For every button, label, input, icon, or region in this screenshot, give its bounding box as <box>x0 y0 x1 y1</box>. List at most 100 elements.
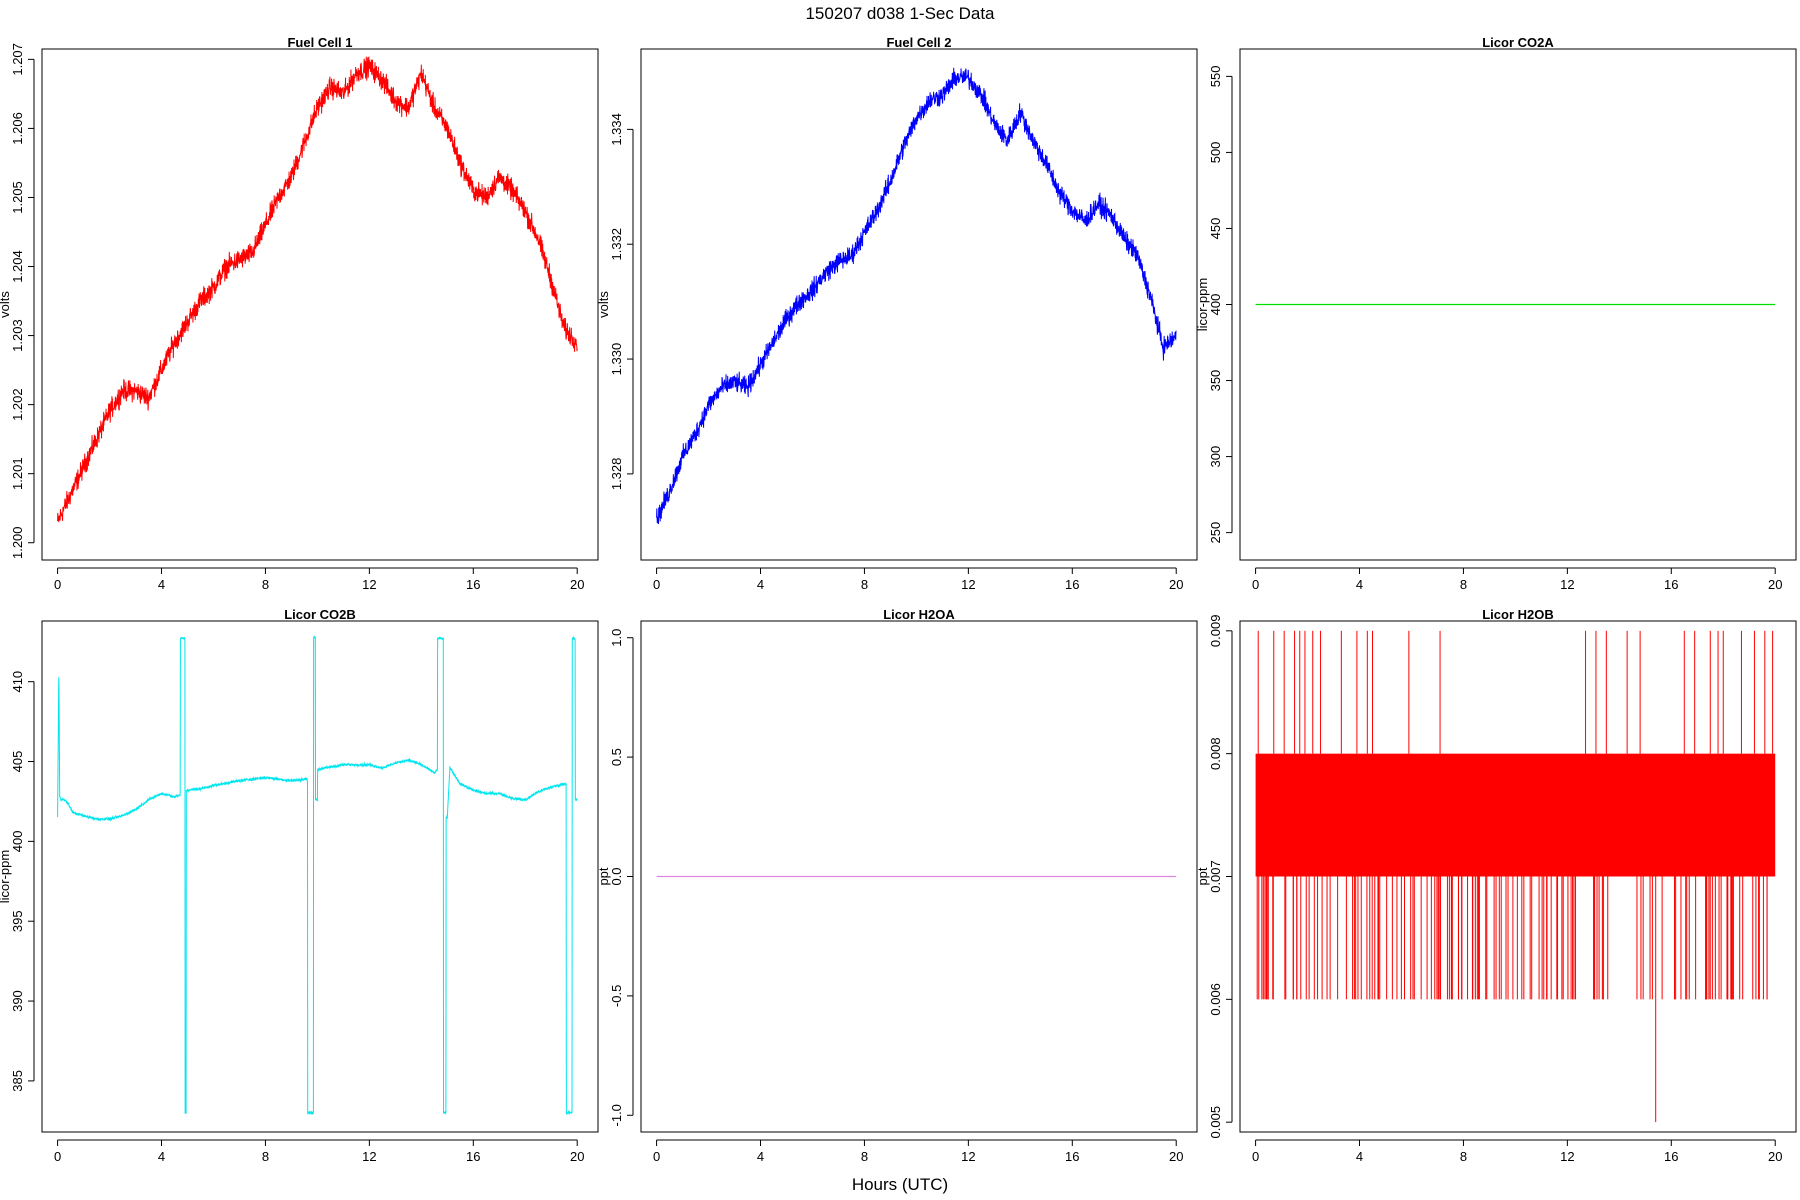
data-band-licor-h2ob <box>1255 753 1776 877</box>
y-tick-label: 0.0 <box>609 867 624 885</box>
x-tick-label: 12 <box>1560 1149 1574 1164</box>
y-tick-label: 410 <box>10 671 25 693</box>
x-axis-licor-co2b: 0 4 8 12 16 20 <box>54 1139 584 1164</box>
x-tick-label: 0 <box>1252 1149 1259 1164</box>
panel-fuel-cell-2: Fuel Cell 2 volts 0 4 8 12 16 20 1.328 1.330 1.332… <box>596 35 1198 592</box>
x-tick-label: 0 <box>54 577 61 592</box>
x-tick-label: 16 <box>1065 577 1079 592</box>
panel-title-licor-co2b: Licor CO2B <box>284 607 356 622</box>
data-line-fuel-cell-1 <box>57 56 578 523</box>
y-axis-fuel-cell-1: 1.200 1.201 1.202 1.203 1.204 1.205 1.206 1.207 <box>10 43 35 559</box>
x-tick-label: 8 <box>1460 1149 1467 1164</box>
y-tick-label: 0.006 <box>1208 983 1223 1016</box>
x-tick-label: 12 <box>362 577 376 592</box>
x-tick-label: 12 <box>1560 577 1574 592</box>
y-axis-fuel-cell-2: 1.328 1.330 1.332 1.334 <box>609 113 634 491</box>
y-tick-label: -0.5 <box>609 985 624 1007</box>
y-tick-label: 390 <box>10 990 25 1012</box>
x-axis-licor-h2ob: 0 4 8 12 16 20 <box>1252 1139 1782 1164</box>
x-tick-label: 20 <box>570 577 584 592</box>
data-line-licor-co2b <box>57 635 578 1116</box>
x-tick-label: 12 <box>961 1149 975 1164</box>
y-tick-label: 1.204 <box>10 250 25 283</box>
y-tick-label: 0.005 <box>1208 1106 1223 1139</box>
x-tick-label: 16 <box>1065 1149 1079 1164</box>
plot-area-fuel-cell-2 <box>656 67 1177 525</box>
y-tick-label: 395 <box>10 910 25 932</box>
y-tick-label: 0.009 <box>1208 615 1223 648</box>
x-tick-label: 12 <box>961 577 975 592</box>
y-axis-licor-h2oa: -1.0 -0.5 0.0 0.5 1.0 <box>609 629 634 1126</box>
y-axis-label-licor-co2b: licor-ppm <box>0 850 12 903</box>
x-tick-label: 20 <box>1169 1149 1183 1164</box>
y-tick-label: 1.330 <box>609 343 624 376</box>
y-axis-label-fuel-cell-2: volts <box>596 291 611 318</box>
x-tick-label: 20 <box>1768 577 1782 592</box>
y-tick-label: 1.203 <box>10 319 25 352</box>
x-tick-label: 0 <box>653 1149 660 1164</box>
y-tick-label: 0.008 <box>1208 737 1223 770</box>
y-tick-label: 500 <box>1208 142 1223 164</box>
plot-frame-licor-co2a <box>1239 48 1797 561</box>
x-tick-label: 4 <box>158 1149 165 1164</box>
y-tick-label: 1.334 <box>609 113 624 146</box>
y-tick-label: 405 <box>10 751 25 773</box>
plot-area-fuel-cell-1 <box>57 56 578 523</box>
y-tick-label: 400 <box>1208 294 1223 316</box>
y-tick-label: 300 <box>1208 446 1223 468</box>
panel-fuel-cell-1: Fuel Cell 1 volts 0 4 8 12 16 20 1.200 1.201 1.202… <box>0 35 599 592</box>
x-tick-label: 20 <box>1768 1149 1782 1164</box>
y-tick-label: 450 <box>1208 218 1223 240</box>
y-axis-label-fuel-cell-1: volts <box>0 291 12 318</box>
y-axis-licor-co2a: 250 300 350 400 450 500 550 <box>1208 66 1233 544</box>
x-axis-fuel-cell-1: 0 4 8 12 16 20 <box>54 567 584 592</box>
x-axis-licor-co2a: 0 4 8 12 16 20 <box>1252 567 1782 592</box>
x-tick-label: 0 <box>1252 577 1259 592</box>
x-axis-licor-h2oa: 0 4 8 12 16 20 <box>653 1139 1183 1164</box>
x-tick-label: 0 <box>653 577 660 592</box>
x-tick-label: 8 <box>861 1149 868 1164</box>
x-tick-label: 12 <box>362 1149 376 1164</box>
plot-frame-fuel-cell-2 <box>640 48 1198 561</box>
y-tick-label: 250 <box>1208 522 1223 544</box>
y-tick-label: -1.0 <box>609 1104 624 1126</box>
panel-title-licor-co2a: Licor CO2A <box>1482 35 1554 50</box>
panel-licor-co2b: Licor CO2B licor-ppm 0 4 8 12 16 20 385 390 395 400… <box>0 607 599 1164</box>
panel-title-licor-h2oa: Licor H2OA <box>883 607 955 622</box>
x-tick-label: 8 <box>861 577 868 592</box>
y-axis-licor-co2b: 385 390 395 400 405 410 <box>10 671 35 1092</box>
plot-frame-licor-h2ob <box>1239 620 1797 1133</box>
plot-frame-licor-co2b <box>41 620 599 1133</box>
plot-frame-fuel-cell-1 <box>41 48 599 561</box>
y-axis-licor-h2ob: 0.005 0.006 0.007 0.008 0.009 <box>1208 615 1233 1139</box>
plot-area-licor-h2ob <box>1255 630 1776 1123</box>
y-tick-label: 1.207 <box>10 43 25 76</box>
y-tick-label: 1.328 <box>609 458 624 491</box>
y-tick-label: 385 <box>10 1070 25 1092</box>
x-tick-label: 0 <box>54 1149 61 1164</box>
x-tick-label: 8 <box>1460 577 1467 592</box>
figure-title: 150207 d038 1-Sec Data <box>805 4 995 23</box>
y-axis-label-licor-h2ob: ppt <box>1195 867 1210 885</box>
x-tick-label: 4 <box>757 1149 764 1164</box>
panel-title-fuel-cell-2: Fuel Cell 2 <box>886 35 951 50</box>
x-tick-label: 8 <box>262 1149 269 1164</box>
panel-grid: Fuel Cell 1 volts 0 4 8 12 16 20 1.200 1.201 1.202… <box>0 35 1797 1164</box>
y-tick-label: 400 <box>10 831 25 853</box>
x-tick-label: 4 <box>158 577 165 592</box>
y-tick-label: 350 <box>1208 370 1223 392</box>
x-axis-label: Hours (UTC) <box>852 1175 948 1194</box>
x-tick-label: 4 <box>1356 577 1363 592</box>
panel-licor-h2oa: Licor H2OA ppt 0 4 8 12 16 20 -1.0 -0.5 0.0 0.5 1.0 <box>596 607 1198 1164</box>
y-tick-label: 1.201 <box>10 457 25 490</box>
y-tick-label: 1.200 <box>10 526 25 559</box>
y-tick-label: 1.332 <box>609 228 624 261</box>
x-tick-label: 20 <box>570 1149 584 1164</box>
y-axis-label-licor-co2a: licor-ppm <box>1195 278 1210 331</box>
y-tick-label: 0.5 <box>609 748 624 766</box>
x-tick-label: 16 <box>466 1149 480 1164</box>
y-tick-label: 1.205 <box>10 181 25 214</box>
x-tick-label: 4 <box>1356 1149 1363 1164</box>
